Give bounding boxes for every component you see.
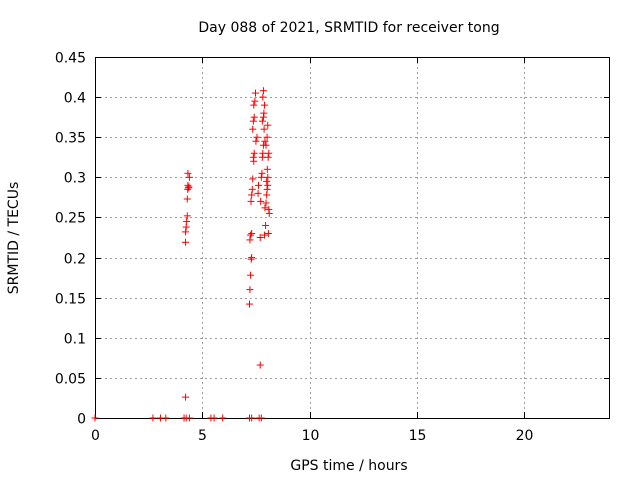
data-point bbox=[262, 199, 270, 207]
y-tick-label: 0.3 bbox=[64, 171, 86, 187]
data-point bbox=[183, 217, 191, 225]
data-point bbox=[250, 149, 258, 157]
y-tick-label: 0.05 bbox=[55, 372, 86, 388]
data-point bbox=[256, 234, 264, 241]
x-tick-label: 5 bbox=[198, 428, 207, 444]
data-point bbox=[262, 141, 270, 149]
x-tick-label: 0 bbox=[91, 428, 100, 444]
y-tick-label: 0.2 bbox=[64, 252, 86, 268]
data-point bbox=[258, 169, 266, 177]
data-point bbox=[247, 197, 255, 205]
data-point bbox=[185, 183, 193, 191]
data-point bbox=[246, 286, 254, 294]
y-tick-label: 0 bbox=[77, 412, 86, 428]
data-point bbox=[264, 229, 272, 237]
data-point bbox=[255, 181, 263, 189]
data-point bbox=[162, 414, 170, 422]
x-tick-labels: 0 5 10 15 20 bbox=[91, 428, 533, 444]
data-point bbox=[263, 133, 271, 141]
data-point bbox=[257, 173, 265, 181]
data-point bbox=[265, 209, 273, 217]
data-point bbox=[185, 173, 193, 181]
data-point bbox=[246, 236, 254, 244]
y-tick-label: 0.15 bbox=[55, 292, 86, 308]
data-point bbox=[264, 181, 272, 189]
data-point bbox=[260, 125, 268, 133]
data-point bbox=[249, 153, 257, 161]
data-point bbox=[248, 191, 256, 199]
data-point bbox=[91, 414, 99, 422]
data-point bbox=[259, 93, 267, 101]
data-point bbox=[182, 238, 190, 246]
data-point bbox=[183, 212, 191, 220]
data-point bbox=[210, 414, 218, 422]
data-point bbox=[182, 393, 190, 401]
data-point bbox=[263, 185, 271, 193]
data-point bbox=[264, 121, 272, 129]
data-point bbox=[261, 137, 269, 145]
x-tick-label: 20 bbox=[516, 428, 534, 444]
data-point bbox=[249, 175, 257, 183]
data-point bbox=[253, 133, 261, 141]
y-tick-label: 0.4 bbox=[64, 91, 86, 107]
data-point bbox=[261, 204, 269, 212]
data-point bbox=[248, 414, 256, 422]
y-tick-label: 0.1 bbox=[64, 332, 86, 348]
chart-title: Day 088 of 2021, SRMTID for receiver ton… bbox=[198, 20, 499, 36]
data-point bbox=[251, 97, 259, 105]
data-point bbox=[257, 197, 265, 205]
axis-ticks bbox=[95, 57, 610, 419]
data-point bbox=[254, 189, 262, 197]
data-point bbox=[219, 414, 227, 422]
data-point bbox=[248, 229, 256, 237]
data-point bbox=[259, 149, 267, 157]
data-point bbox=[259, 87, 267, 95]
data-point bbox=[263, 177, 271, 185]
data-point bbox=[249, 117, 257, 125]
y-tick-label: 0.45 bbox=[55, 51, 86, 67]
y-tick-label: 0.25 bbox=[55, 211, 86, 227]
data-point bbox=[261, 101, 269, 109]
data-point bbox=[185, 414, 193, 422]
data-point bbox=[263, 165, 271, 173]
data-point bbox=[249, 125, 257, 133]
y-tick-labels: 0 0.05 0.1 0.15 0.2 0.25 0.3 0.35 0.4 0.45 bbox=[55, 51, 86, 428]
y-tick-label: 0.35 bbox=[55, 131, 86, 147]
data-point bbox=[247, 271, 255, 279]
data-point bbox=[262, 221, 270, 229]
data-point bbox=[256, 361, 264, 369]
data-point bbox=[257, 414, 265, 422]
data-point bbox=[265, 149, 273, 157]
data-point bbox=[250, 113, 258, 121]
data-point bbox=[260, 109, 268, 117]
x-axis-label: GPS time / hours bbox=[290, 458, 407, 474]
data-point bbox=[183, 195, 191, 203]
data-point bbox=[252, 89, 260, 97]
data-point bbox=[264, 173, 272, 181]
data-point bbox=[248, 185, 256, 193]
data-point bbox=[247, 231, 255, 239]
y-axis-label: SRMTID / TECUs bbox=[6, 182, 22, 295]
data-point bbox=[149, 414, 157, 422]
plot-frame bbox=[95, 57, 610, 419]
data-point bbox=[258, 117, 266, 125]
data-point bbox=[184, 184, 192, 192]
x-tick-label: 15 bbox=[409, 428, 427, 444]
x-tick-label: 10 bbox=[302, 428, 320, 444]
data-point bbox=[246, 300, 253, 308]
grid bbox=[95, 57, 610, 418]
data-point bbox=[182, 228, 190, 236]
data-point bbox=[184, 169, 192, 177]
data-point bbox=[261, 231, 269, 239]
data-point bbox=[248, 254, 256, 262]
data-point bbox=[252, 137, 260, 145]
data-points bbox=[91, 87, 273, 422]
data-point bbox=[264, 153, 272, 161]
data-point bbox=[250, 101, 258, 109]
